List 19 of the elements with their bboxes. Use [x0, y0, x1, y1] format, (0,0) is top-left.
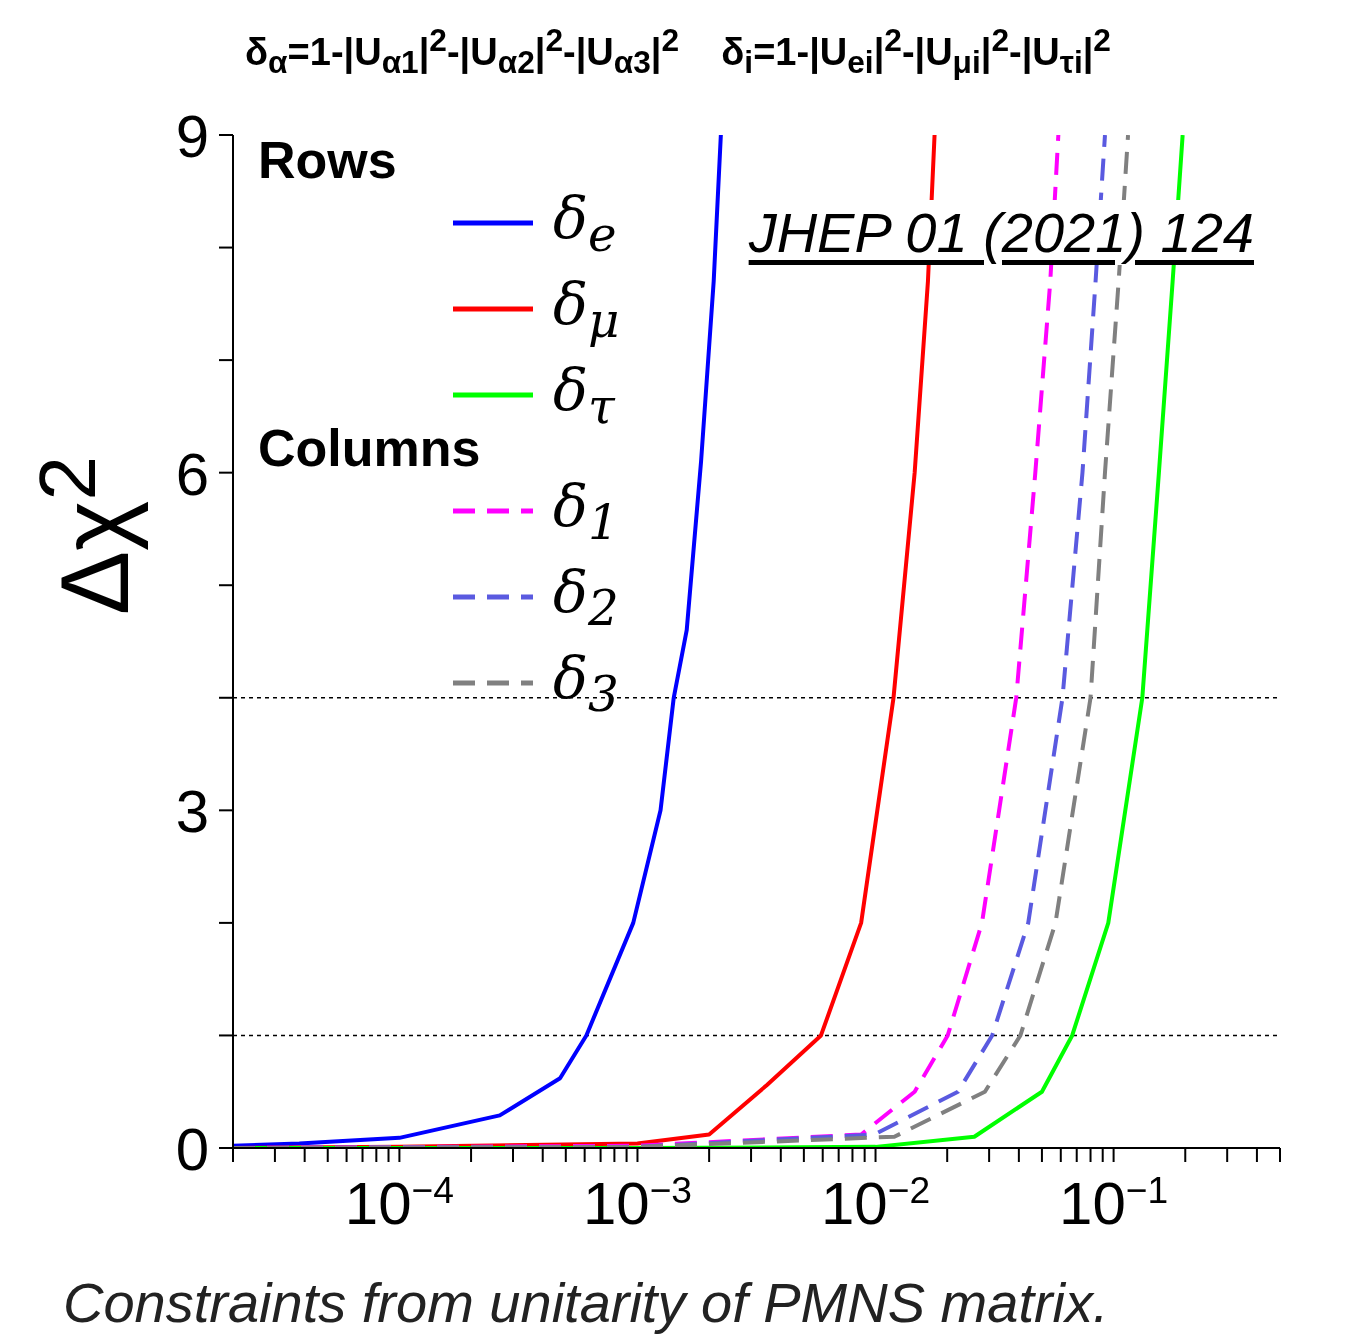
x-tick-label: 10$^{−3}$	[582, 1169, 693, 1237]
text: Constraints from unitarity of PMNS matrix.	[63, 1270, 1109, 1335]
legend-title: Rows	[258, 131, 398, 189]
legend-label: δ$_{τ}$	[553, 356, 615, 434]
legend-label: δ$_{e}$	[553, 184, 617, 262]
x-tick-label: 10$^{−2}$	[820, 1169, 931, 1237]
legend-label: δ$_{μ}$	[553, 270, 620, 348]
y-tick-label: 6	[175, 440, 209, 508]
legend-label: δ$_{3}$	[553, 644, 619, 722]
annotation: JHEP 01 (2021) 124	[744, 200, 1258, 265]
annotation: Columns	[258, 419, 481, 477]
y-tick-label: 3	[175, 778, 209, 846]
legend-label: δ$_{1}$	[553, 472, 619, 550]
x-tick-label: 10$^{−1}$	[1059, 1169, 1169, 1237]
x-tick-label: 10$^{−4}$	[344, 1169, 454, 1237]
y-tick-label: 9	[175, 103, 209, 170]
y-tick-label: 0	[175, 1116, 209, 1183]
legend-label: δ$_{2}$	[553, 558, 619, 636]
chart-title: δ$_{α}$=1-|U$_{α1}$|$^{2}$-|U$_{α2}$|$^{2}$-|U$_{α3}$|$^{2}$ δ$_{i}$=1-|U$_{ei}$|$^{2}$-|U$_{μi}$|$^{2}$-|U$_{τi}$|$^{2}$	[245, 22, 1111, 81]
